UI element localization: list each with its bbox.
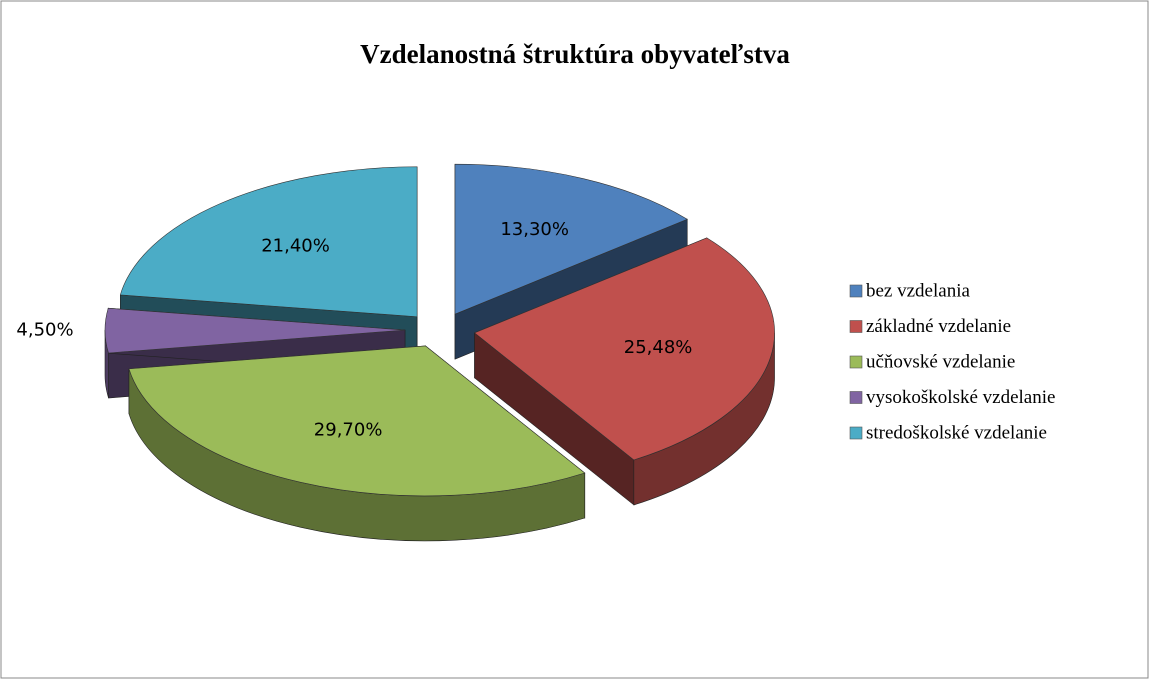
slice	[473, 237, 775, 461]
data-label: 21,40%	[261, 235, 330, 256]
legend-label: bez vzdelania	[866, 280, 970, 301]
data-label: 29,70%	[314, 419, 383, 440]
slice	[104, 307, 406, 354]
legend-swatch	[849, 391, 863, 404]
legend-label: stredoškolské vzdelanie	[866, 422, 1047, 443]
data-label: 25,48%	[624, 337, 693, 358]
legend-label: učňovské vzdelanie	[866, 351, 1015, 372]
slice	[454, 163, 688, 315]
legend-label: základné vzdelanie	[866, 316, 1011, 337]
legend-label: vysokoškolské vzdelanie	[866, 387, 1055, 408]
legend-swatch	[849, 355, 863, 369]
legend-swatch	[849, 426, 863, 440]
chart-title: Vzdelanostná štruktúra obyvateľstva	[360, 39, 790, 69]
data-label: 4,50%	[16, 320, 73, 341]
slice	[128, 345, 586, 497]
slice	[119, 166, 418, 318]
legend-swatch	[849, 320, 863, 333]
legend-swatch	[849, 284, 863, 298]
data-label: 13,30%	[500, 219, 569, 240]
